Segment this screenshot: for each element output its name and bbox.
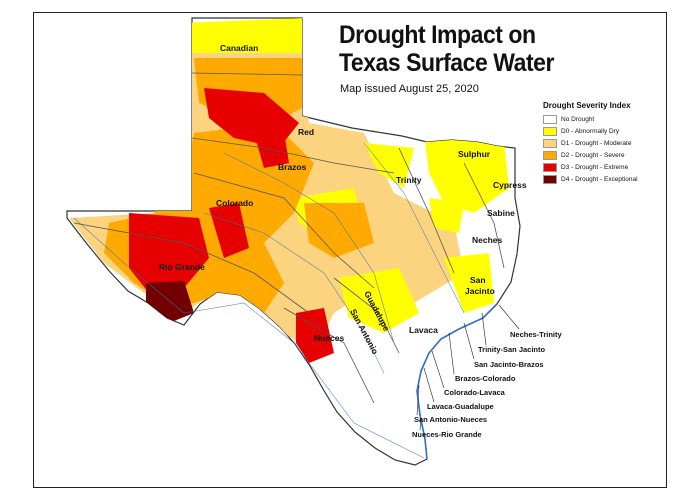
basin-label-neches: Neches xyxy=(472,235,503,245)
legend: Drought Severity Index No Drought D0 - Ab… xyxy=(543,101,661,185)
texas-drought-map: Canadian Red Brazos Colorado Rio Grande … xyxy=(66,17,563,466)
basin-label-sulphur: Sulphur xyxy=(458,149,491,159)
legend-swatch xyxy=(543,114,557,124)
legend-rows: No Drought D0 - Abnormally Dry D1 - Drough… xyxy=(543,113,661,185)
coastal-label-lavaca-guadalupe: Lavaca-Guadalupe xyxy=(427,402,494,411)
river-network xyxy=(73,142,465,459)
d0-zone-guadalupe xyxy=(339,268,419,333)
basin-label-rio-grande: Rio Grande xyxy=(159,262,205,272)
basin-label-sabine: Sabine xyxy=(487,208,515,218)
coastal-label-sanjacinto-brazos: San Jacinto-Brazos xyxy=(474,360,544,369)
leader-sanjacinto-brazos xyxy=(463,322,475,360)
basin-label-trinity: Trinity xyxy=(396,175,422,185)
legend-swatch xyxy=(543,150,557,160)
legend-item: D4 - Drought - Exceptional xyxy=(543,173,661,185)
basin-label-jacinto: Jacinto xyxy=(465,286,495,296)
legend-swatch xyxy=(543,174,557,184)
map-issued-date: Map issued August 25, 2020 xyxy=(340,83,479,95)
basin-label-cypress: Cypress xyxy=(493,180,527,190)
leader-neches-trinity xyxy=(498,304,520,330)
river-colorado xyxy=(203,212,385,374)
river-trinity xyxy=(363,142,465,314)
legend-item: D2 - Drought - Severe xyxy=(543,149,661,161)
d3-zone-colorado xyxy=(209,203,249,258)
legend-item: No Drought xyxy=(543,113,661,125)
boundary-sabine xyxy=(463,162,505,269)
legend-title: Drought Severity Index xyxy=(543,101,631,110)
boundary-red-brazos xyxy=(191,137,395,174)
legend-item: D0 - Abnormally Dry xyxy=(543,125,661,137)
legend-swatch xyxy=(543,138,557,148)
d2-zone-central xyxy=(304,203,374,258)
basin-boundaries xyxy=(73,72,505,404)
coastal-label-colorado-lavaca: Colorado-Lavaca xyxy=(444,388,506,397)
river-brazos xyxy=(223,152,395,344)
basin-label-san: San xyxy=(470,275,486,285)
boundary-trinity-neches xyxy=(398,147,455,274)
coastal-leader-lines xyxy=(416,304,520,431)
legend-label: D0 - Abnormally Dry xyxy=(561,127,620,135)
coastal-label-nueces-riogrande: Nueces-Rio Grande xyxy=(412,430,482,439)
d0-zone-neches xyxy=(429,198,464,233)
basin-label-red: Red xyxy=(298,127,314,137)
leader-lavaca-guadalupe xyxy=(423,367,435,403)
leader-sanantonio-nueces xyxy=(416,384,420,416)
river-riogrande xyxy=(73,217,425,459)
legend-swatch xyxy=(543,162,557,172)
legend-label: D1 - Drought - Moderate xyxy=(561,139,632,147)
legend-label: No Drought xyxy=(561,115,595,123)
basin-label-brazos: Brazos xyxy=(278,162,307,172)
boundary-canadian-red xyxy=(191,72,303,76)
gulf-coastline xyxy=(416,303,498,460)
d0-zone-east xyxy=(424,133,509,213)
map-frame: Canadian Red Brazos Colorado Rio Grande … xyxy=(33,12,667,488)
legend-item: D3 - Drought - Extreme xyxy=(543,161,661,173)
boundary-colorado-riogrande xyxy=(73,222,310,314)
basin-label-lavaca: Lavaca xyxy=(409,325,438,335)
basin-label-colorado: Colorado xyxy=(216,198,253,208)
boundary-nueces-sa xyxy=(283,307,375,404)
legend-swatch xyxy=(543,126,557,136)
leader-nueces-riogrande xyxy=(419,417,422,431)
d3-zone-nueces xyxy=(296,308,334,363)
legend-label: D4 - Drought - Exceptional xyxy=(561,175,638,183)
map-title-line-1: Drought Impact on xyxy=(339,21,536,49)
coastal-label-sanantonio-nueces: San Antonio-Nueces xyxy=(414,415,487,424)
leader-colorado-lavaca xyxy=(431,350,445,389)
leader-trinity-sanjacinto xyxy=(481,312,487,346)
coastal-label-brazos-colorado: Brazos-Colorado xyxy=(455,374,516,383)
leader-brazos-colorado xyxy=(448,332,455,375)
boundary-brazos-colorado xyxy=(193,172,375,289)
coastal-label-neches-trinity: Neches-Trinity xyxy=(510,330,563,339)
d0-zone-sanjacinto xyxy=(444,253,494,313)
boundary-guadalupe xyxy=(333,277,400,354)
basin-label-canadian: Canadian xyxy=(220,43,258,53)
legend-label: D3 - Drought - Extreme xyxy=(561,163,629,171)
map-title-line-2: Texas Surface Water xyxy=(339,49,554,77)
drought-severity-layer xyxy=(69,18,509,363)
legend-label: D2 - Drought - Severe xyxy=(561,151,625,159)
d3-zone-west xyxy=(129,213,209,293)
legend-item: D1 - Drought - Moderate xyxy=(543,137,661,149)
basin-label-nueces: Nueces xyxy=(314,333,345,343)
coastal-label-trinity-sanjacinto: Trinity-San Jacinto xyxy=(478,345,546,354)
